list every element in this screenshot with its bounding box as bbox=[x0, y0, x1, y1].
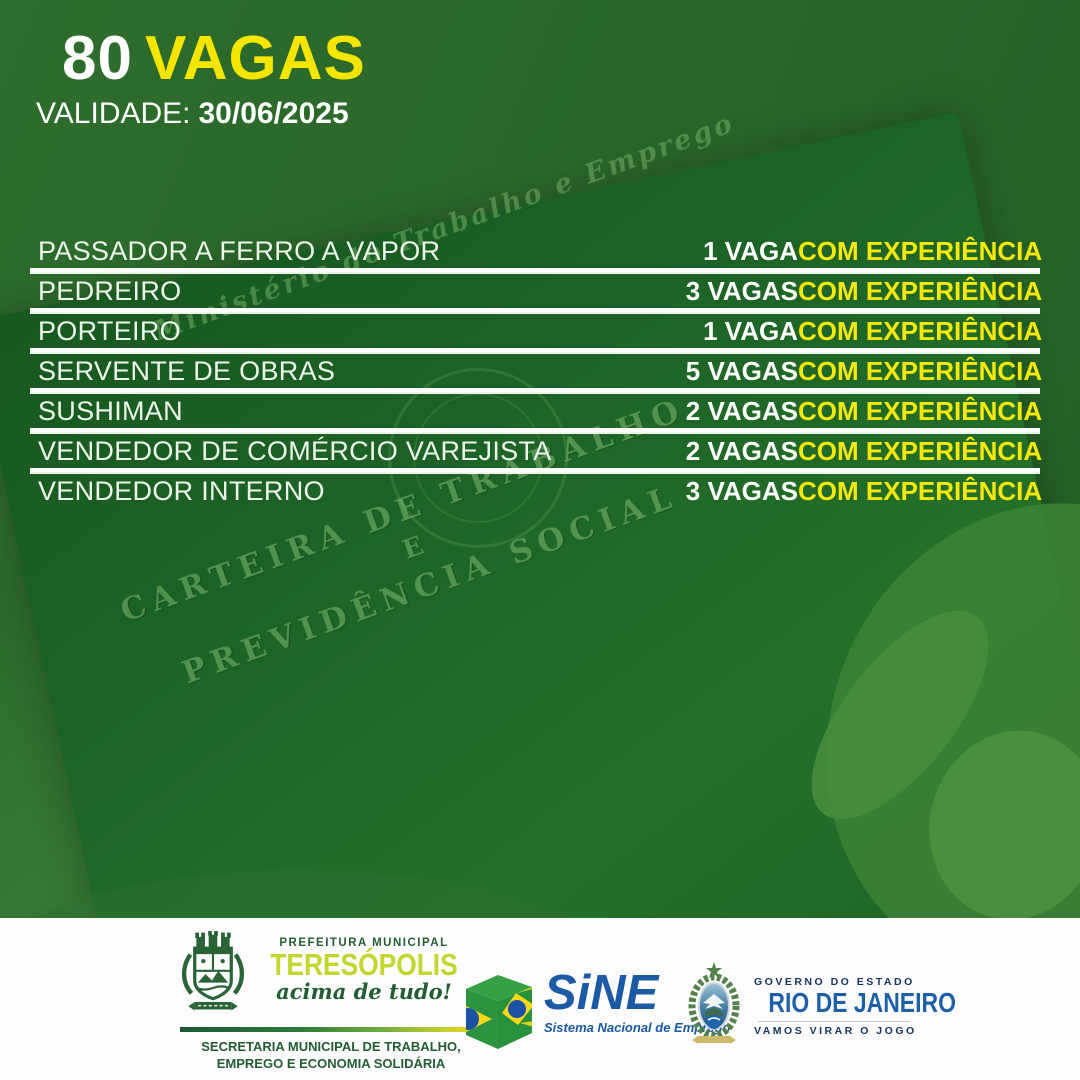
rio-logo-block: GOVERNO DO ESTADO RIO DE JANEIRO VAMOS V… bbox=[684, 960, 956, 1053]
row-divider bbox=[30, 388, 1040, 394]
row-divider bbox=[30, 308, 1040, 314]
job-experience-badge: COM EXPERIÊNCIA bbox=[798, 275, 1043, 306]
job-experience-badge: COM EXPERIÊNCIA bbox=[798, 395, 1043, 426]
job-experience-badge: COM EXPERIÊNCIA bbox=[798, 315, 1043, 346]
validity-line: VALIDADE: 30/06/2025 bbox=[36, 97, 366, 131]
teresopolis-name: TERESÓPOLIS bbox=[270, 947, 458, 982]
footer-bar: PREFEITURA MUNICIPAL TERESÓPOLIS acima d… bbox=[0, 918, 1080, 1080]
job-row: SERVENTE DE OBRAS 5 VAGAS COM EXPERIÊNCI… bbox=[38, 354, 1043, 388]
teresopolis-slogan: acima de tudo! bbox=[276, 978, 452, 1004]
rio-governo-label: GOVERNO DO ESTADO bbox=[754, 976, 915, 989]
job-vacancy-count: 3 VAGAS bbox=[685, 275, 798, 306]
national-emblem-watermark bbox=[388, 368, 568, 548]
job-row: VENDEDOR INTERNO 3 VAGAS COM EXPERIÊNCIA bbox=[38, 474, 1043, 508]
teresopolis-gradient-bar bbox=[180, 1027, 482, 1032]
job-row: VENDEDOR DE COMÉRCIO VAREJISTA 2 VAGAS C… bbox=[38, 434, 1043, 468]
sine-logo-block: SiNE Sistema Nacional de Emprego bbox=[460, 966, 731, 1061]
teresopolis-prefeitura-label: PREFEITURA MUNICIPAL bbox=[279, 937, 449, 949]
job-list: PASSADOR A FERRO A VAPOR 1 VAGA COM EXPE… bbox=[30, 234, 1043, 508]
job-name: SUSHIMAN bbox=[38, 395, 183, 426]
vacancy-headline: 80 VAGAS bbox=[62, 26, 366, 91]
teresopolis-coat-of-arms-icon bbox=[180, 930, 246, 1022]
rio-slogan: VAMOS VIRAR O JOGO bbox=[754, 1024, 917, 1037]
job-vacancy-count: 1 VAGA bbox=[703, 315, 798, 346]
vacancy-total-word: VAGAS bbox=[144, 24, 366, 93]
job-name: VENDEDOR INTERNO bbox=[38, 475, 325, 506]
job-name: VENDEDOR DE COMÉRCIO VAREJISTA bbox=[38, 435, 552, 466]
job-row: PASSADOR A FERRO A VAPOR 1 VAGA COM EXPE… bbox=[38, 234, 1043, 268]
job-experience-badge: COM EXPERIÊNCIA bbox=[798, 435, 1043, 466]
job-row: PEDREIRO 3 VAGAS COM EXPERIÊNCIA bbox=[38, 274, 1043, 308]
job-name: PEDREIRO bbox=[38, 275, 182, 306]
row-divider bbox=[30, 468, 1040, 474]
secretariat-line1: SECRETARIA MUNICIPAL DE TRABALHO, bbox=[201, 1039, 461, 1054]
secretariat-line2: EMPREGO E ECONOMIA SOLIDÁRIA bbox=[216, 1055, 446, 1071]
row-divider bbox=[30, 428, 1040, 434]
sine-cube-icon bbox=[460, 970, 536, 1061]
sine-name: SiNE bbox=[544, 966, 659, 1020]
job-vacancy-count: 2 VAGAS bbox=[685, 435, 798, 466]
rio-coat-of-arms-icon bbox=[684, 960, 744, 1053]
job-experience-badge: COM EXPERIÊNCIA bbox=[798, 475, 1043, 506]
rio-divider bbox=[758, 1020, 910, 1022]
sine-tagline: Sistema Nacional de Emprego bbox=[544, 1019, 731, 1035]
job-vacancy-count: 2 VAGAS bbox=[685, 395, 798, 426]
job-vacancy-count: 3 VAGAS bbox=[685, 475, 798, 506]
job-row: PORTEIRO 1 VAGA COM EXPERIÊNCIA bbox=[38, 314, 1043, 348]
job-vacancy-count: 5 VAGAS bbox=[685, 355, 798, 386]
vacancy-total: 80 bbox=[62, 24, 133, 93]
job-name: SERVENTE DE OBRAS bbox=[38, 355, 336, 386]
job-experience-badge: COM EXPERIÊNCIA bbox=[798, 355, 1043, 386]
validity-label: VALIDADE: bbox=[36, 97, 191, 131]
job-row: SUSHIMAN 2 VAGAS COM EXPERIÊNCIA bbox=[38, 394, 1043, 428]
job-name: PASSADOR A FERRO A VAPOR bbox=[38, 235, 441, 266]
job-experience-badge: COM EXPERIÊNCIA bbox=[798, 235, 1043, 266]
header: 80 VAGAS VALIDADE: 30/06/2025 bbox=[36, 26, 366, 131]
job-vacancy-count: 1 VAGA bbox=[703, 235, 798, 266]
row-divider bbox=[30, 268, 1040, 274]
job-name: PORTEIRO bbox=[38, 315, 181, 346]
teresopolis-logo-block: PREFEITURA MUNICIPAL TERESÓPOLIS acima d… bbox=[180, 930, 482, 1073]
rio-name: RIO DE JANEIRO bbox=[768, 987, 956, 1019]
validity-date: 30/06/2025 bbox=[198, 97, 349, 131]
row-divider bbox=[30, 348, 1040, 354]
